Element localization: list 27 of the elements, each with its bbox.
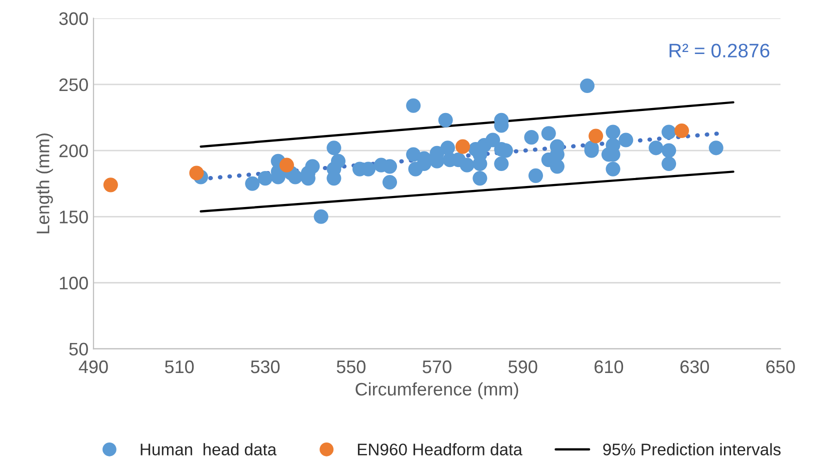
x-tick-label: 570 xyxy=(422,360,452,374)
y-axis-title: Length (mm) xyxy=(36,134,53,234)
point xyxy=(674,123,690,138)
legend-label: 95% Prediction intervals xyxy=(603,443,781,456)
x-axis-title: Circumference (mm) xyxy=(356,382,518,400)
x-tick-label: 510 xyxy=(165,360,194,374)
y-tick-label: 50 xyxy=(69,342,88,356)
x-tick-label: 630 xyxy=(680,360,709,374)
y-tick-label: 250 xyxy=(59,78,88,92)
annotation: R² = 0.2876 xyxy=(670,44,770,58)
point xyxy=(103,178,118,192)
legend-label: EN960 Headform data xyxy=(358,443,522,456)
y-tick-label: 100 xyxy=(60,276,88,290)
point xyxy=(455,139,470,154)
x-tick-label: 550 xyxy=(336,360,366,374)
x-tick-label: 650 xyxy=(766,360,795,374)
point xyxy=(279,158,294,172)
y-tick-label: 150 xyxy=(60,210,88,224)
x-tick-label: 590 xyxy=(508,360,538,374)
x-tick-label: 530 xyxy=(250,360,280,374)
x-tick-label: 610 xyxy=(594,360,624,374)
y-tick-label: 300 xyxy=(59,12,88,26)
y-tick-label: 200 xyxy=(59,144,88,158)
point xyxy=(588,128,604,144)
point xyxy=(189,166,204,180)
x-tick-label: 490 xyxy=(78,360,108,374)
legend-label: Human head data xyxy=(140,443,277,456)
